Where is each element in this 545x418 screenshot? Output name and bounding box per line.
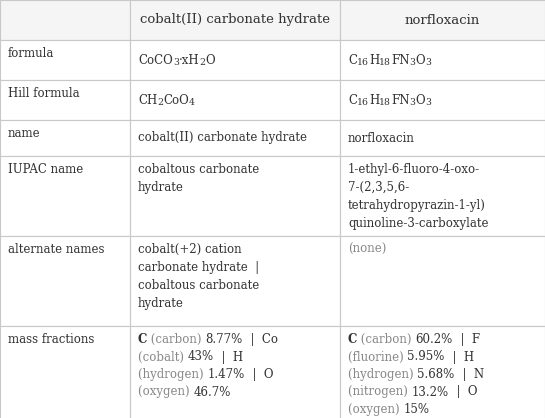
Text: C: C (138, 333, 147, 346)
Text: 13.2%: 13.2% (411, 385, 449, 398)
Text: 4: 4 (189, 98, 195, 107)
Bar (130, 156, 340, 236)
Text: cobalt(II) carbonate hydrate: cobalt(II) carbonate hydrate (138, 132, 307, 145)
Text: 1.47%: 1.47% (208, 368, 245, 381)
Text: |  F: | F (453, 333, 480, 346)
Text: IUPAC name: IUPAC name (8, 163, 83, 176)
Text: cobalt(II) carbonate hydrate: cobalt(II) carbonate hydrate (140, 13, 330, 26)
Text: (hydrogen): (hydrogen) (348, 368, 417, 381)
Text: |  N: | N (455, 368, 484, 381)
Bar (0, 326, 130, 418)
Text: norfloxacin: norfloxacin (348, 132, 415, 145)
Text: O: O (415, 54, 425, 66)
Text: (carbon): (carbon) (147, 333, 205, 346)
Bar (0, 80, 130, 120)
Text: ·xH: ·xH (179, 54, 199, 66)
Text: |  O: | O (449, 385, 477, 398)
Text: H: H (369, 94, 379, 107)
Text: 15%: 15% (403, 403, 429, 416)
Text: C: C (348, 333, 358, 346)
Text: (hydrogen): (hydrogen) (138, 368, 208, 381)
Bar (130, 80, 340, 120)
Text: (oxygen): (oxygen) (138, 385, 193, 398)
Text: 1-ethyl-6-fluoro-4-oxo-
7-(2,3,5,6-
tetrahydropyrazin-1-yl)
quinoline-3-carboxyl: 1-ethyl-6-fluoro-4-oxo- 7-(2,3,5,6- tetr… (348, 163, 488, 230)
Bar (0, 156, 130, 236)
Text: 5.95%: 5.95% (408, 351, 445, 364)
Text: Hill formula: Hill formula (8, 87, 80, 100)
Text: 2: 2 (199, 58, 205, 66)
Text: alternate names: alternate names (8, 243, 105, 256)
Text: cobalt(+2) cation
carbonate hydrate  |
cobaltous carbonate
hydrate: cobalt(+2) cation carbonate hydrate | co… (138, 243, 259, 310)
Text: H: H (369, 54, 379, 66)
Text: 60.2%: 60.2% (416, 333, 453, 346)
Bar (130, 40, 340, 80)
Text: CH: CH (138, 94, 158, 107)
Text: CoCO: CoCO (138, 54, 173, 66)
Text: O: O (205, 54, 215, 66)
Text: 3: 3 (425, 98, 431, 107)
Text: 16: 16 (357, 98, 369, 107)
Text: FN: FN (391, 94, 409, 107)
Text: CoO: CoO (164, 94, 189, 107)
Text: 8.77%: 8.77% (205, 333, 243, 346)
Text: |  Co: | Co (243, 333, 278, 346)
Text: name: name (8, 127, 41, 140)
Bar (0, 120, 130, 156)
Text: 3: 3 (173, 58, 179, 66)
Text: C: C (348, 94, 357, 107)
Text: |  O: | O (245, 368, 273, 381)
Bar (0, 0, 130, 40)
Text: C: C (348, 54, 357, 66)
Bar (130, 0, 340, 40)
Text: 3: 3 (425, 58, 431, 66)
Bar (130, 326, 340, 418)
Text: (none): (none) (348, 243, 386, 256)
Text: 3: 3 (409, 58, 415, 66)
Text: 3: 3 (409, 98, 415, 107)
Text: 18: 18 (379, 58, 391, 66)
Bar (340, 40, 545, 80)
Text: norfloxacin: norfloxacin (405, 13, 480, 26)
Text: (nitrogen): (nitrogen) (348, 385, 411, 398)
Bar (0, 40, 130, 80)
Bar (130, 120, 340, 156)
Bar (130, 236, 340, 326)
Bar (340, 120, 545, 156)
Text: O: O (415, 94, 425, 107)
Text: 16: 16 (357, 58, 369, 66)
Bar (340, 156, 545, 236)
Bar (340, 0, 545, 40)
Text: 5.68%: 5.68% (417, 368, 455, 381)
Text: |  H: | H (445, 351, 474, 364)
Text: formula: formula (8, 47, 54, 60)
Bar (340, 236, 545, 326)
Text: (cobalt): (cobalt) (138, 351, 187, 364)
Text: |  H: | H (214, 351, 243, 364)
Bar (0, 236, 130, 326)
Bar (340, 80, 545, 120)
Text: FN: FN (391, 54, 409, 66)
Text: 18: 18 (379, 98, 391, 107)
Text: cobaltous carbonate
hydrate: cobaltous carbonate hydrate (138, 163, 259, 194)
Text: (fluorine): (fluorine) (348, 351, 408, 364)
Bar (340, 326, 545, 418)
Text: mass fractions: mass fractions (8, 333, 94, 346)
Text: 2: 2 (158, 98, 164, 107)
Text: 43%: 43% (187, 351, 214, 364)
Text: (oxygen): (oxygen) (348, 403, 403, 416)
Text: 46.7%: 46.7% (193, 385, 231, 398)
Text: (carbon): (carbon) (358, 333, 416, 346)
